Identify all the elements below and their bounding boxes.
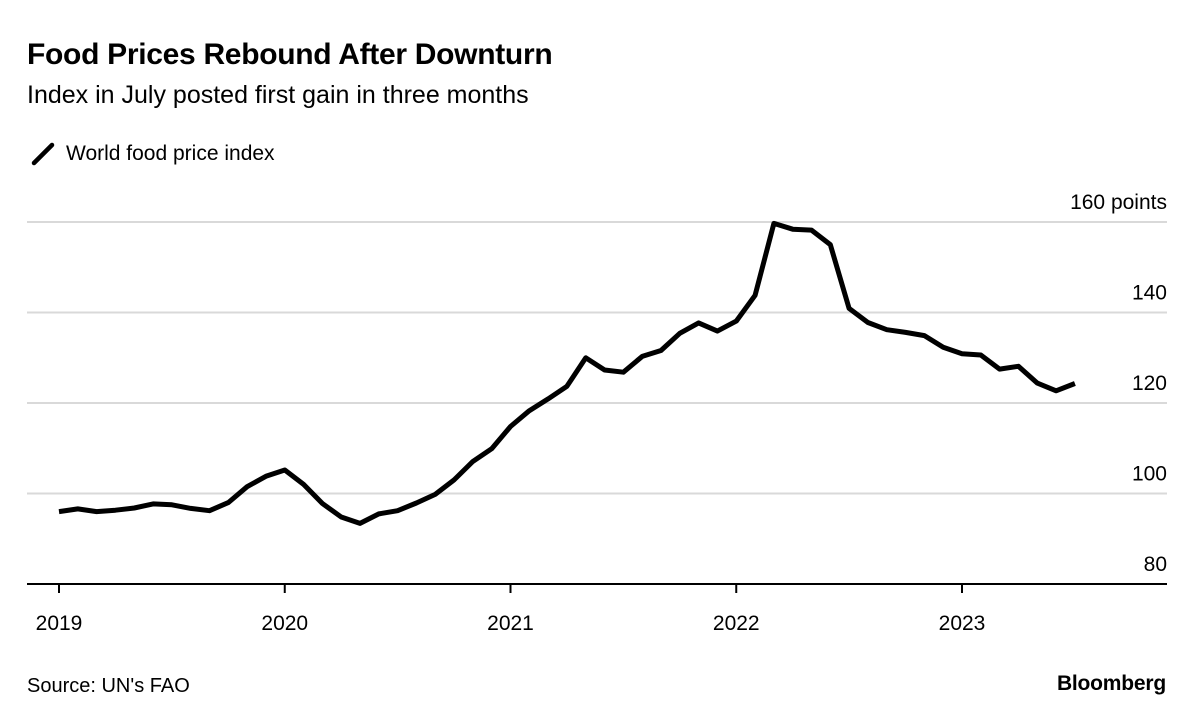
- source-note: Source: UN's FAO: [27, 675, 190, 697]
- x-tick-label: 2021: [487, 612, 534, 635]
- y-tick-label: 100: [1132, 463, 1167, 486]
- y-tick-label: 120: [1132, 372, 1167, 395]
- x-tick-label: 2022: [713, 612, 760, 635]
- legend: World food price index: [30, 141, 275, 167]
- chart-title: Food Prices Rebound After Downturn: [27, 38, 553, 71]
- y-tick-label: 140: [1132, 282, 1167, 305]
- bloomberg-logo: Bloomberg: [1056, 672, 1166, 695]
- y-axis-labels: 80 100 120 140 160 points: [1070, 191, 1167, 576]
- series-line: [58, 220, 1076, 526]
- series-layer: [58, 220, 1076, 526]
- x-tick-label: 2023: [939, 612, 986, 635]
- grid-lines: [27, 221, 1167, 495]
- x-tick-label: 2020: [261, 612, 308, 635]
- y-tick-label: 80: [1144, 553, 1167, 576]
- x-tick-label: 2019: [36, 612, 83, 635]
- x-axis: [27, 583, 1167, 593]
- line-swatch-icon: [31, 142, 55, 166]
- x-axis-labels: 2019 2020 2021 2022 2023: [36, 612, 986, 635]
- y-tick-label: 160 points: [1070, 191, 1167, 214]
- legend-label: World food price index: [66, 142, 275, 165]
- chart-subtitle: Index in July posted first gain in three…: [27, 81, 529, 109]
